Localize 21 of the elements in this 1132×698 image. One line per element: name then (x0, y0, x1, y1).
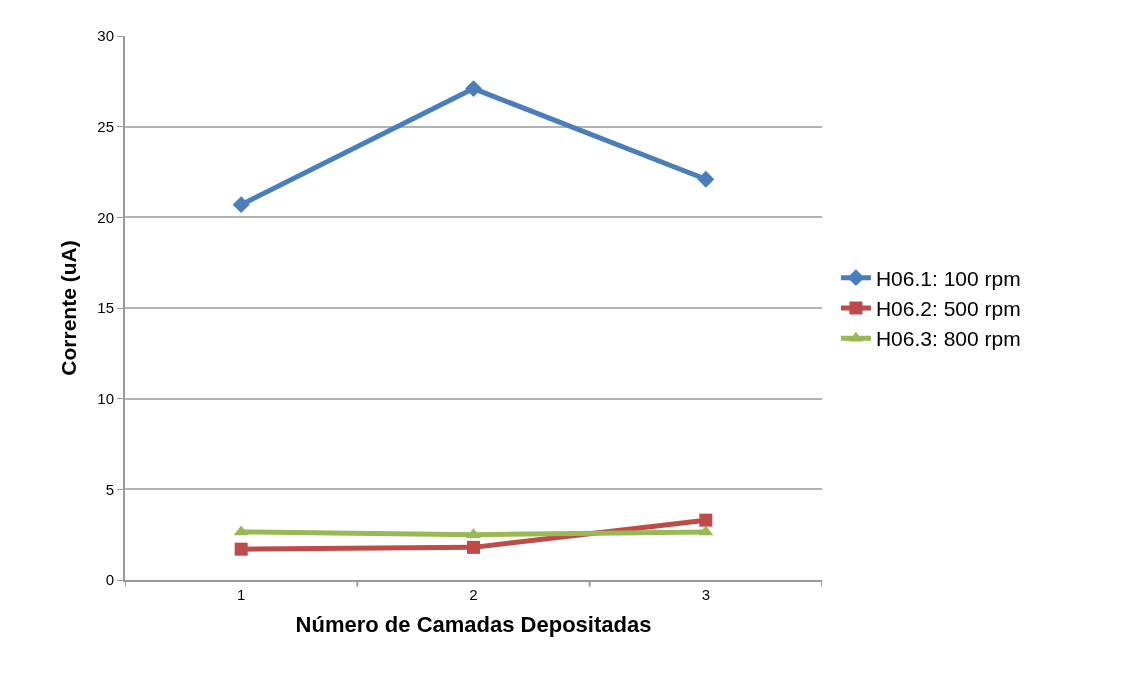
y-tick-label: 30 (97, 27, 114, 45)
point (697, 170, 715, 188)
legend-label: H06.1: 100 rpm (875, 266, 1021, 290)
legend-label: H06.3: 800 rpm (875, 327, 1021, 351)
y-tick-label: 25 (97, 117, 114, 135)
y-tick-label: 5 (105, 480, 114, 498)
point (234, 542, 248, 556)
point (232, 196, 250, 214)
y-tick-label: 20 (97, 208, 114, 226)
y-tick-label: 15 (97, 299, 114, 317)
x-tick-label: 2 (469, 586, 478, 603)
y-tick-label: 0 (105, 571, 114, 589)
x-tick-label: 1 (237, 586, 246, 603)
y-axis-title: Corrente (uA) (56, 240, 80, 376)
point (467, 540, 480, 554)
point (699, 513, 713, 527)
y-tick-label: 10 (97, 389, 114, 407)
x-axis-title: Número de Camadas Depositadas (295, 612, 652, 638)
point (465, 80, 482, 98)
x-tick-label: 3 (701, 586, 710, 603)
legend-label: H06.2: 500 rpm (875, 297, 1021, 321)
